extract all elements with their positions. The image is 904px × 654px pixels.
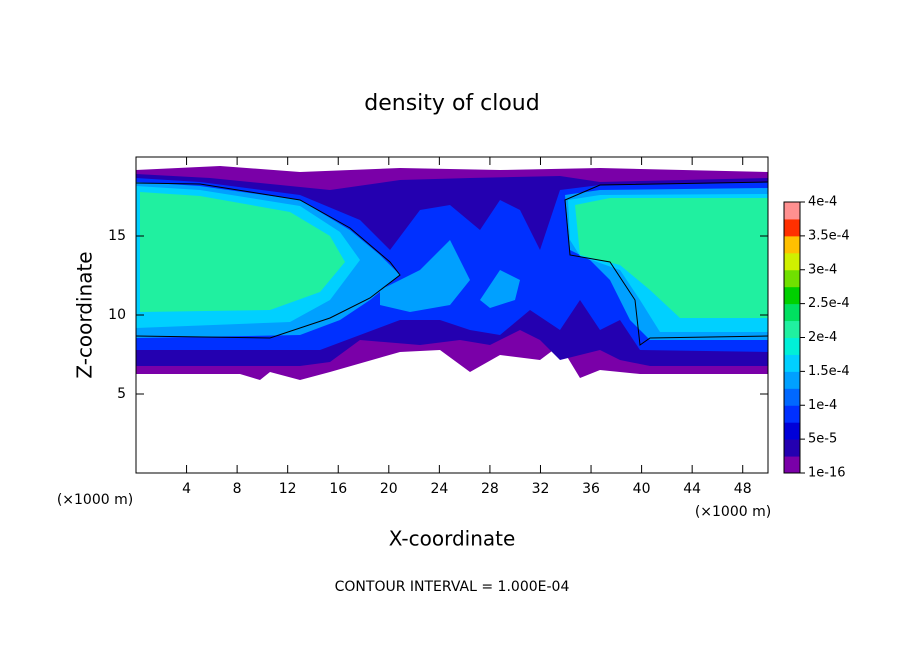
x-axis-label: X-coordinate — [389, 527, 516, 551]
x-tick-label: 28 — [481, 481, 499, 497]
x-tick-label: 20 — [380, 481, 398, 497]
x-tick-label: 36 — [582, 481, 600, 497]
colorbar-band — [784, 371, 800, 389]
x-tick-label: 16 — [329, 481, 347, 497]
y-unit-label: (×1000 m) — [57, 492, 133, 508]
colorbar-band — [784, 337, 800, 355]
y-tick-label: 10 — [108, 307, 126, 323]
colorbar-band — [784, 354, 800, 372]
colorbar-label: 3.5e-4 — [808, 228, 850, 243]
x-tick-label: 32 — [532, 481, 550, 497]
colorbar-band — [784, 202, 800, 220]
y-tick-label: 5 — [117, 386, 126, 402]
colorbar-label: 1e-4 — [808, 398, 837, 413]
colorbar-band — [784, 388, 800, 406]
colorbar-band — [784, 252, 800, 271]
colorbar-label: 3e-4 — [808, 262, 837, 277]
y-tick-label: 15 — [108, 228, 126, 244]
colorbar-band — [784, 303, 800, 322]
colorbar-label: 1.5e-4 — [808, 364, 850, 379]
colorbar-label: 4e-4 — [808, 195, 837, 210]
x-tick-label: 8 — [233, 481, 242, 497]
colorbar-band — [784, 422, 800, 440]
footnote: CONTOUR INTERVAL = 1.000E-04 — [335, 579, 570, 595]
contour-field — [135, 166, 769, 380]
colorbar-band — [784, 218, 800, 237]
chart-title: density of cloud — [364, 91, 539, 116]
colorbar-label: 5e-5 — [808, 432, 837, 447]
contour-line — [135, 181, 769, 346]
colorbar-label: 1e-16 — [808, 466, 846, 481]
colorbar-band — [784, 439, 800, 457]
field-mint — [140, 192, 768, 318]
colorbar-band — [784, 456, 800, 474]
colorbar-band — [784, 320, 800, 338]
colorbar-label: 2.5e-4 — [808, 296, 850, 311]
x-tick-label: 24 — [430, 481, 448, 497]
x-tick-label: 40 — [633, 481, 651, 497]
x-tick-label: 44 — [683, 481, 701, 497]
colorbar-band — [784, 269, 800, 288]
colorbar-label: 2e-4 — [808, 330, 837, 345]
x-tick-label: 4 — [182, 481, 191, 497]
colorbar-band — [784, 235, 800, 254]
y-axis-label: Z-coordinate — [73, 251, 97, 378]
x-unit-label: (×1000 m) — [695, 504, 771, 520]
colorbar-band — [784, 405, 800, 423]
x-tick-label: 48 — [734, 481, 752, 497]
colorbar-band — [784, 286, 800, 305]
x-tick-label: 12 — [279, 481, 297, 497]
